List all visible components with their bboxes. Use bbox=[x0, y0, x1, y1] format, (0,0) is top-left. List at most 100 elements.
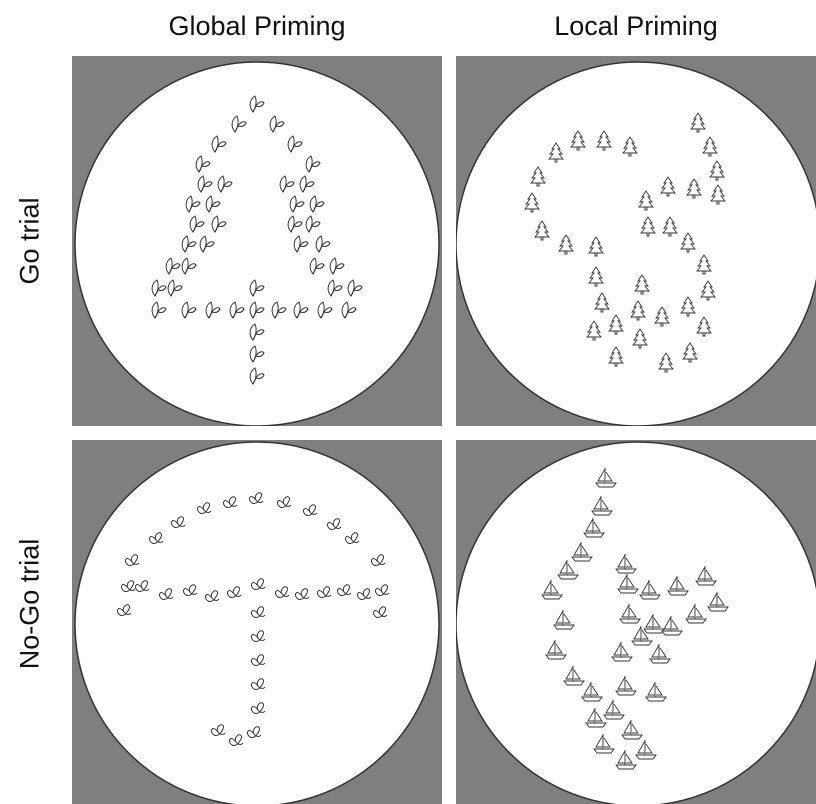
panel-go-global bbox=[72, 56, 442, 426]
sailboat-icon bbox=[707, 592, 729, 612]
stimulus-circle bbox=[456, 61, 816, 426]
sailboat-icon bbox=[643, 614, 665, 634]
pretzel-icon bbox=[158, 588, 174, 600]
sailboat-icon bbox=[553, 610, 575, 630]
tree-icon bbox=[680, 296, 696, 317]
row-title-no-go-trial: No-Go trial bbox=[14, 538, 45, 670]
leaf-icon bbox=[341, 301, 357, 319]
stimulus-go-local bbox=[456, 61, 816, 426]
sailboat-icon bbox=[541, 580, 563, 600]
pretzel-icon bbox=[250, 678, 266, 690]
tree-icon bbox=[594, 292, 610, 313]
leaf-icon bbox=[299, 175, 315, 193]
sailboat-icon bbox=[695, 566, 717, 586]
leaf-icon bbox=[317, 301, 333, 319]
pretzel-icon bbox=[294, 588, 310, 600]
pretzel-icon bbox=[316, 586, 332, 598]
sailboat-icon bbox=[545, 640, 567, 660]
tree-icon bbox=[570, 130, 586, 151]
pretzel-icon bbox=[182, 584, 198, 596]
tree-icon bbox=[634, 274, 650, 295]
tree-icon bbox=[640, 216, 656, 237]
tree-icon bbox=[586, 320, 602, 341]
tree-icon bbox=[696, 254, 712, 275]
row-title-go-trial: Go trial bbox=[14, 197, 45, 285]
stimulus-circle bbox=[74, 61, 440, 426]
tree-icon bbox=[632, 328, 648, 349]
leaf-icon bbox=[151, 279, 167, 297]
panel-nogo-local bbox=[456, 440, 816, 804]
leaf-icon bbox=[249, 345, 265, 363]
sailboat-icon bbox=[661, 616, 683, 636]
pretzel-icon bbox=[248, 492, 264, 504]
sailboat-icon bbox=[619, 604, 641, 624]
sailboat-icon bbox=[615, 676, 637, 696]
leaf-icon bbox=[289, 195, 305, 213]
sailboat-icon bbox=[615, 750, 637, 770]
leaf-icon bbox=[287, 135, 303, 153]
leaf-icon bbox=[347, 279, 363, 297]
sailboat-icon bbox=[649, 644, 671, 664]
tree-icon bbox=[700, 280, 716, 301]
leaf-icon bbox=[165, 257, 181, 275]
pretzel-icon bbox=[246, 726, 262, 738]
leaf-icon bbox=[205, 195, 221, 213]
tree-icon bbox=[654, 306, 670, 327]
tree-icon bbox=[710, 184, 726, 205]
sailboat-icon bbox=[621, 720, 643, 740]
pretzel-icon bbox=[250, 630, 266, 642]
leaf-icon bbox=[189, 215, 205, 233]
pretzel-icon bbox=[356, 588, 372, 600]
leaf-icon bbox=[327, 279, 343, 297]
sailboat-icon bbox=[585, 708, 607, 728]
tree-icon bbox=[658, 352, 674, 373]
tree-icon bbox=[680, 232, 696, 253]
leaf-icon bbox=[217, 175, 233, 193]
pretzel-icon bbox=[148, 532, 164, 544]
tree-icon bbox=[596, 130, 612, 151]
sailboat-icon bbox=[615, 554, 637, 574]
tree-icon bbox=[662, 216, 678, 237]
tree-icon bbox=[548, 142, 564, 163]
stimulus-nogo-global bbox=[74, 441, 440, 804]
leaf-icon bbox=[181, 257, 197, 275]
tree-icon bbox=[682, 342, 698, 363]
tree-icon bbox=[638, 190, 654, 211]
pretzel-icon bbox=[302, 504, 318, 516]
leaf-icon bbox=[181, 301, 197, 319]
sailboat-icon bbox=[595, 468, 617, 488]
pretzel-icon bbox=[326, 518, 342, 530]
column-title-global-priming: Global Priming bbox=[168, 11, 346, 41]
leaf-icon bbox=[249, 301, 265, 319]
leaf-icon bbox=[309, 195, 325, 213]
pretzel-icon bbox=[134, 580, 150, 592]
leaf-icon bbox=[293, 235, 309, 253]
pretzel-icon bbox=[336, 584, 352, 596]
leaf-icon bbox=[269, 115, 285, 133]
leaf-icon bbox=[181, 235, 197, 253]
leaf-icon bbox=[305, 215, 321, 233]
tree-icon bbox=[630, 300, 646, 321]
leaf-icon bbox=[249, 367, 265, 385]
leaf-icon bbox=[309, 257, 325, 275]
pretzel-icon bbox=[374, 584, 390, 596]
sailboat-icon bbox=[639, 580, 661, 600]
leaf-icon bbox=[305, 155, 321, 173]
tree-icon bbox=[686, 178, 702, 199]
leaf-icon bbox=[205, 301, 221, 319]
sailboat-icon bbox=[557, 560, 579, 580]
tree-icon bbox=[534, 220, 550, 241]
column-title-local-priming: Local Priming bbox=[554, 11, 718, 41]
tree-icon bbox=[524, 192, 540, 213]
tree-icon bbox=[588, 266, 604, 287]
sailboat-icon bbox=[617, 574, 639, 594]
leaf-icon bbox=[315, 235, 331, 253]
leaf-icon bbox=[279, 175, 295, 193]
leaf-icon bbox=[151, 301, 167, 319]
sailboat-icon bbox=[667, 576, 689, 596]
tree-icon bbox=[608, 314, 624, 335]
sailboat-icon bbox=[591, 496, 613, 516]
pretzel-icon bbox=[222, 496, 238, 508]
pretzel-icon bbox=[250, 702, 266, 714]
leaf-icon bbox=[271, 301, 287, 319]
